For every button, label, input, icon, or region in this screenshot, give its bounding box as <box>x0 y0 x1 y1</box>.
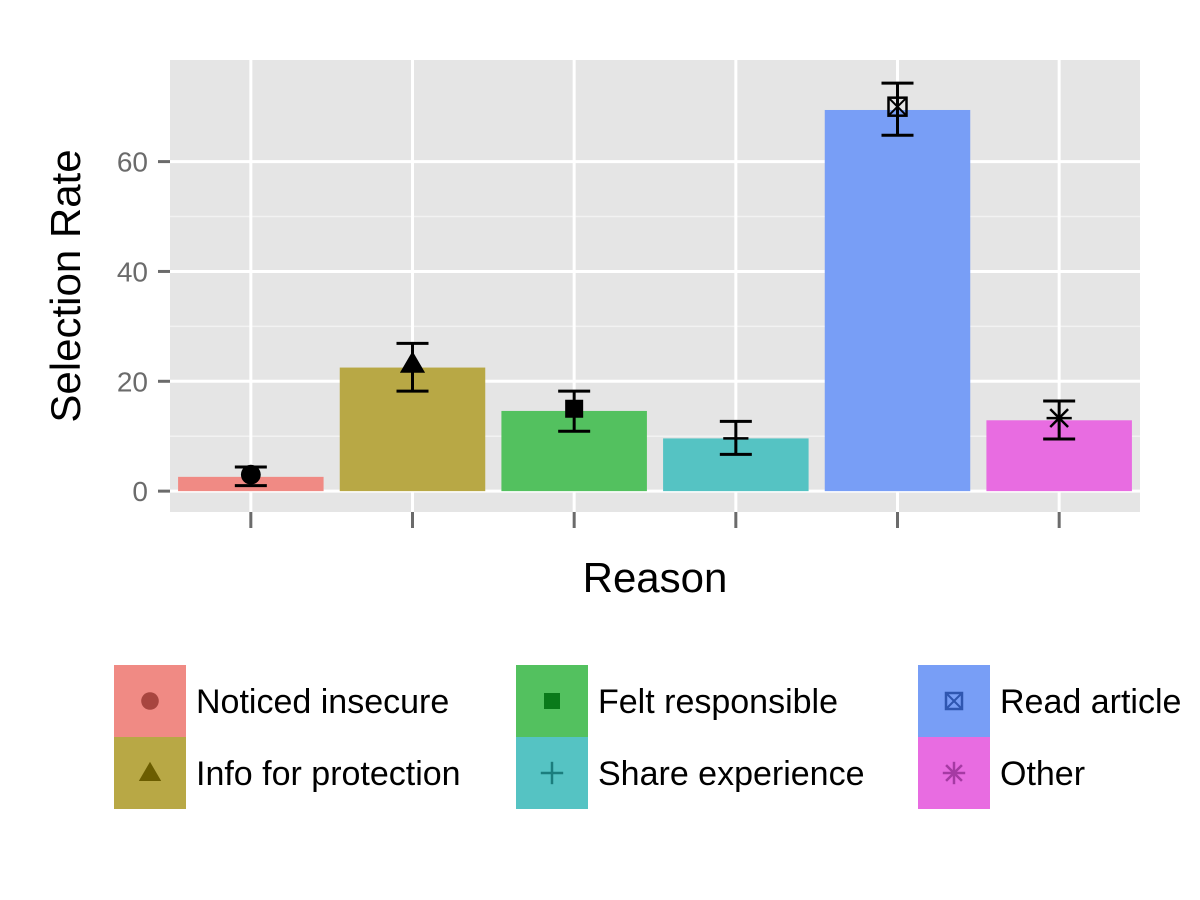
data-point <box>399 351 426 373</box>
data-point <box>887 96 908 117</box>
data-point <box>565 399 584 418</box>
y-tick-label: 40 <box>117 256 148 287</box>
y-axis-title: Selection Rate <box>42 149 89 422</box>
legend-marker <box>540 761 564 785</box>
points <box>240 96 1072 485</box>
y-tick-label: 60 <box>117 147 148 178</box>
legend-marker <box>544 693 560 709</box>
legend-item: Read article <box>918 665 1181 737</box>
x-axis <box>249 512 1061 528</box>
x-axis-title: Reason <box>583 554 728 601</box>
legend-label: Other <box>1000 755 1085 793</box>
legend-item: Noticed insecure <box>114 665 449 737</box>
legend-item: Share experience <box>516 737 865 809</box>
y-tick-label: 0 <box>132 476 148 507</box>
legend-label: Info for protection <box>196 755 461 793</box>
legend-label: Read article <box>1000 683 1181 721</box>
legend: Noticed insecure Info for protection Felt … <box>114 665 1181 809</box>
legend-label: Share experience <box>598 755 865 793</box>
legend-marker <box>138 761 162 781</box>
data-point <box>240 464 261 485</box>
legend-label: Felt responsible <box>598 683 838 721</box>
data-point <box>723 425 749 452</box>
data-point <box>1046 405 1072 431</box>
legend-marker <box>942 761 966 785</box>
legend-item: Felt responsible <box>516 665 838 737</box>
bar <box>824 109 971 492</box>
error-bar <box>881 81 914 137</box>
y-tick-label: 20 <box>117 366 148 397</box>
legend-item: Info for protection <box>114 737 461 809</box>
legend-marker <box>141 692 159 710</box>
legend-item: Other <box>918 737 1085 809</box>
legend-label: Noticed insecure <box>196 683 449 721</box>
y-axis: 0 20 40 60 <box>117 147 170 507</box>
legend-marker <box>944 691 964 711</box>
